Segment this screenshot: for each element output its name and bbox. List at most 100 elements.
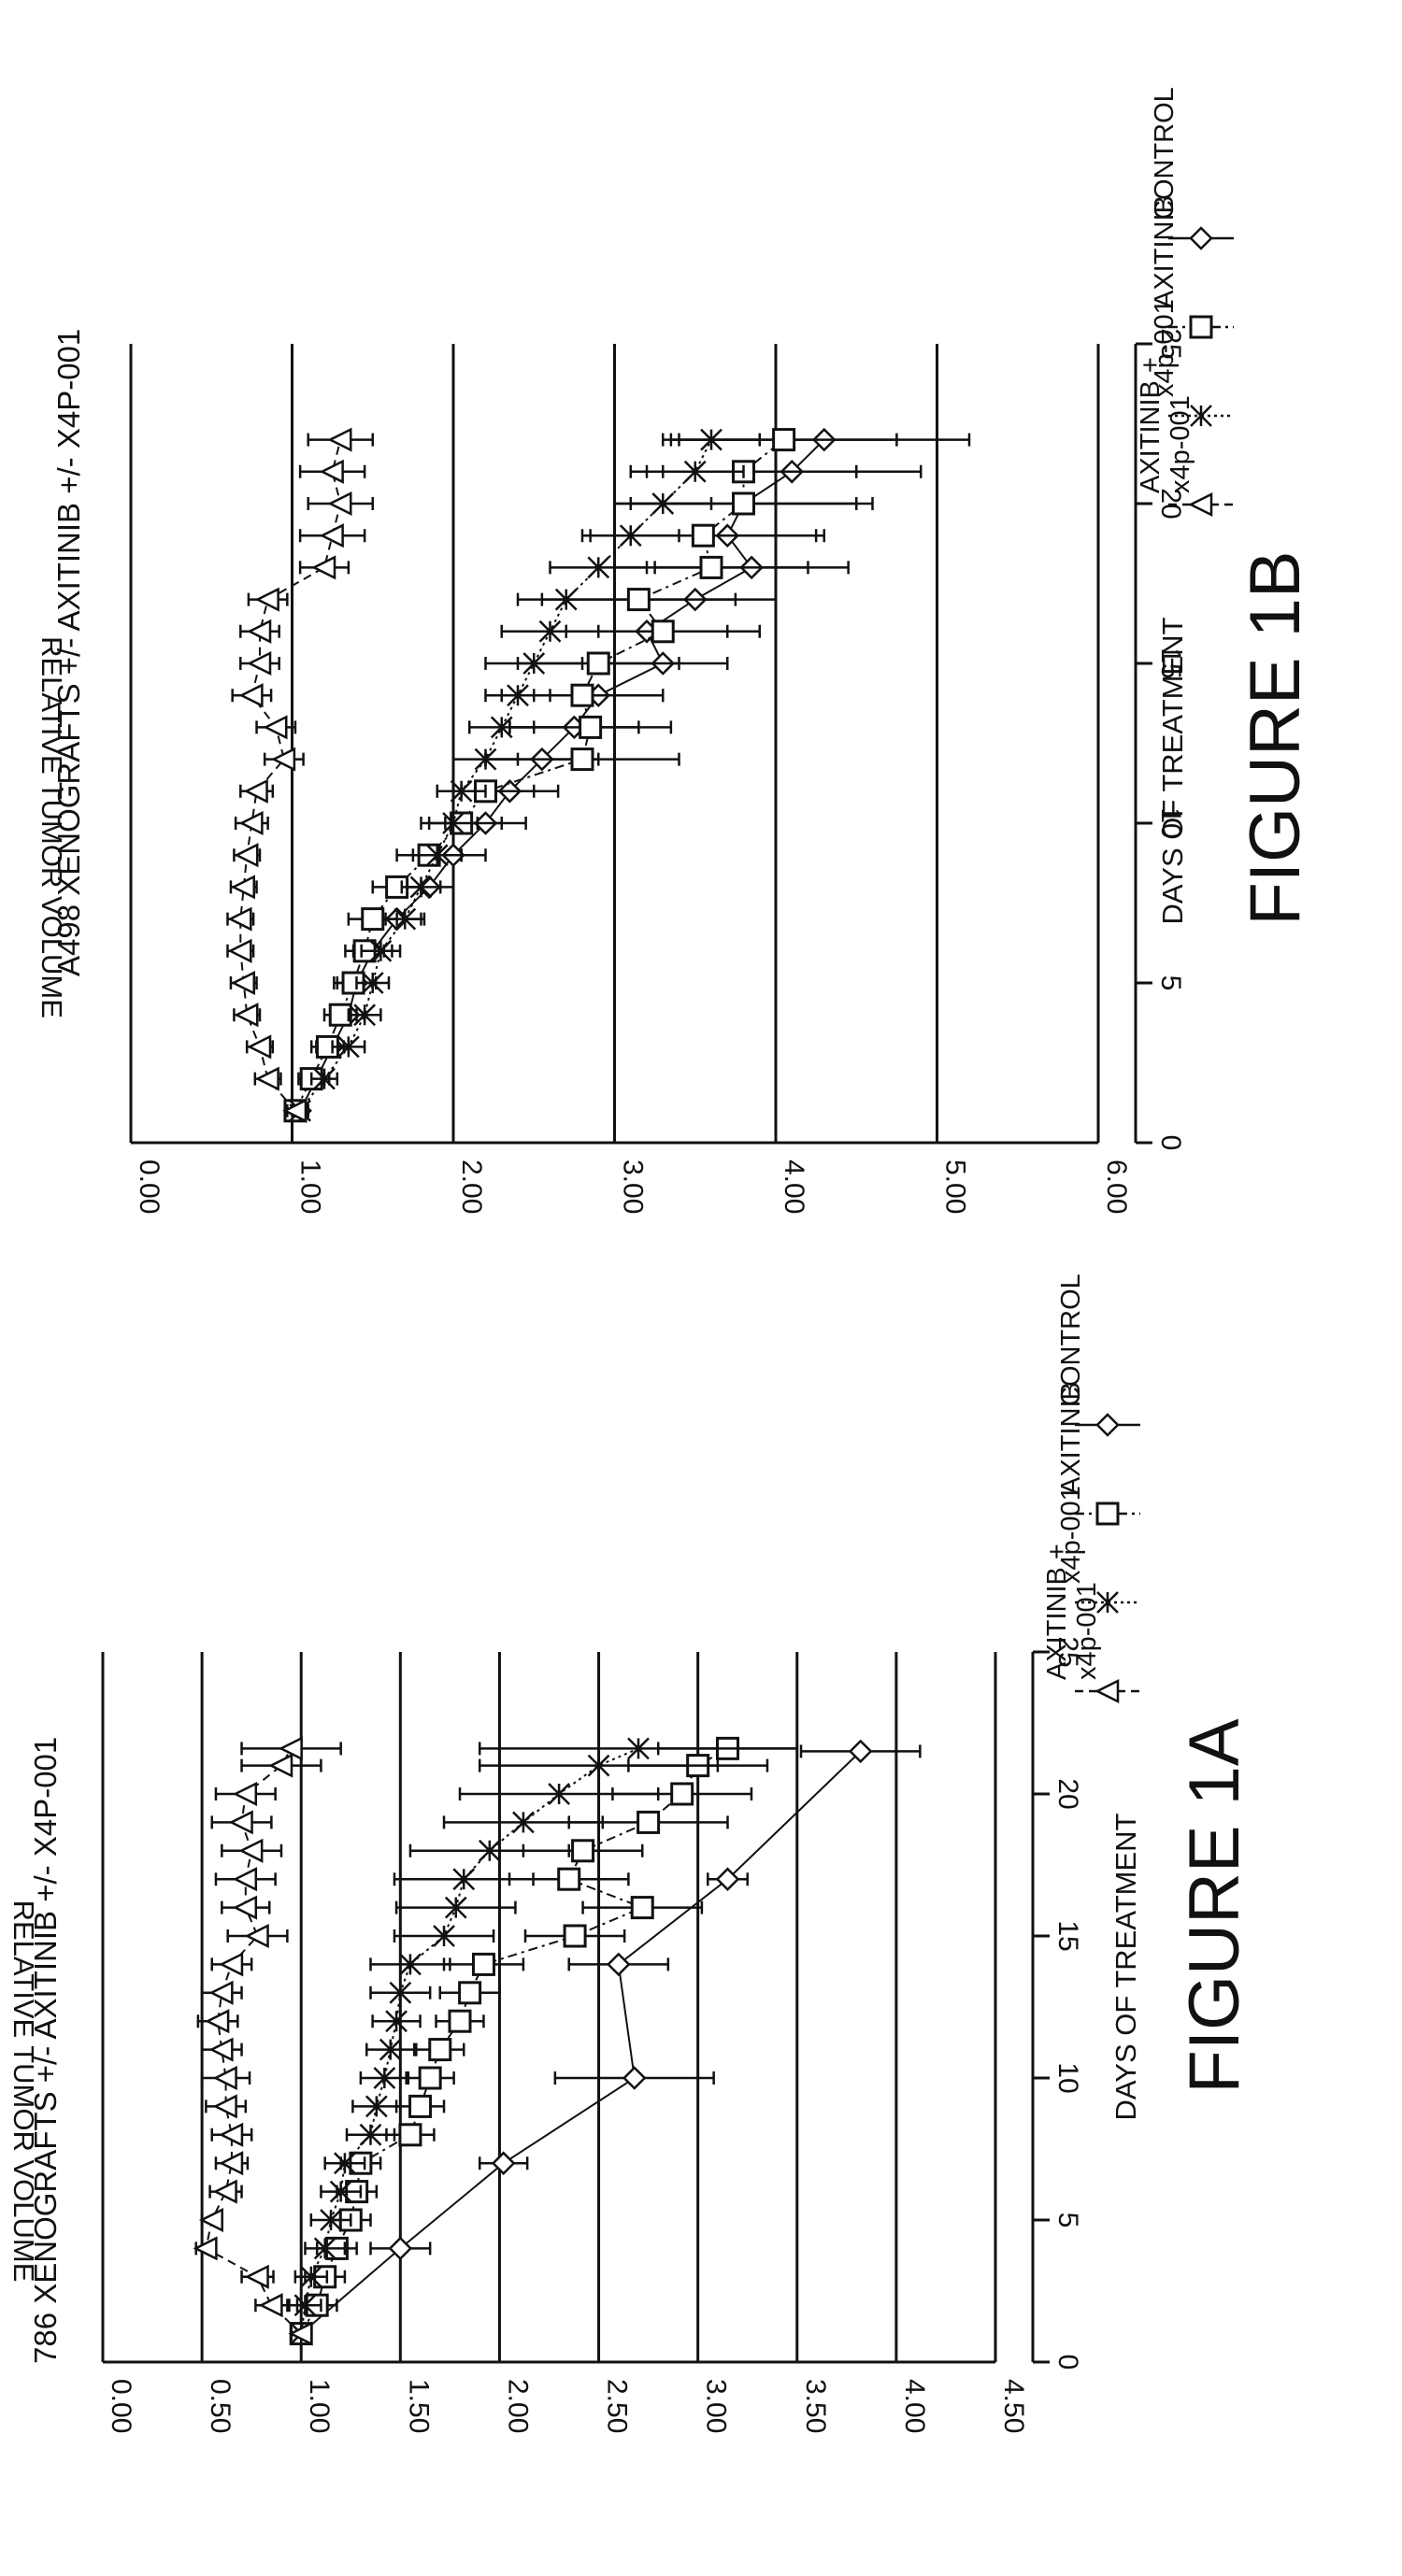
y-tick-label: 1.00 [295, 1160, 326, 1214]
legend-marker [1097, 1503, 1118, 1524]
x-axis-title: DAYS OF TREATMENT [1156, 617, 1189, 924]
y-tick-label: 0.00 [106, 2379, 136, 2433]
x-tick-label: 0 [1052, 2355, 1083, 2370]
data-point [330, 493, 350, 514]
data-point [236, 1784, 256, 1804]
legend-label: AXITINIB + [1136, 357, 1166, 493]
x-tick-label: 5 [1052, 2213, 1083, 2228]
data-point [624, 2068, 645, 2088]
data-point [207, 2011, 228, 2031]
series-diamond [291, 1741, 920, 2343]
chart-title: 786 XENOGRAFTS +/- AXITINIB +/- X4P-001 [28, 1737, 63, 2364]
series-line [301, 1748, 727, 2333]
series-square [285, 430, 896, 1121]
legend-marker [1097, 1415, 1118, 1435]
data-point [211, 1983, 232, 2003]
data-point [450, 2011, 470, 2031]
data-point [265, 717, 286, 737]
data-point [494, 2153, 514, 2173]
data-point [693, 525, 713, 546]
data-point [580, 717, 601, 737]
data-point [216, 2182, 236, 2202]
data-point [460, 1983, 480, 2003]
x-tick-label: 0 [1155, 1135, 1186, 1151]
x-tick-label: 20 [1052, 1778, 1083, 1809]
data-point [572, 685, 593, 705]
data-point [258, 590, 279, 610]
data-point [271, 1756, 292, 1776]
data-point [236, 1869, 256, 1889]
data-point [410, 2096, 431, 2116]
data-point [250, 1036, 270, 1057]
data-point [222, 1954, 242, 1974]
data-point [652, 621, 673, 642]
y-tick-label: 3.50 [800, 2379, 831, 2433]
y-tick-label: 1.00 [304, 2379, 335, 2433]
data-point [632, 1898, 652, 1918]
y-tick-label: 4.00 [899, 2379, 930, 2433]
data-point [628, 590, 649, 610]
data-point [330, 430, 350, 450]
y-tick-label: 6.00 [1101, 1160, 1132, 1214]
data-point [559, 1869, 579, 1889]
series-line [300, 440, 711, 1111]
legend-label: AXITINIB [1056, 1382, 1086, 1495]
y-tick-label: 4.50 [998, 2379, 1029, 2433]
series-line [301, 1751, 861, 2333]
y-tick-label: 2.00 [456, 1160, 487, 1214]
series-square [291, 1738, 797, 2343]
y-tick-label: 3.00 [701, 2379, 732, 2433]
data-point [250, 653, 270, 674]
series-line [300, 440, 824, 1111]
y-tick-label: 0.00 [134, 1160, 165, 1214]
data-point [638, 1812, 659, 1832]
legend-label: x4p-001 [1166, 395, 1195, 493]
y-tick-label: 2.00 [502, 2379, 533, 2433]
legend-marker [1191, 494, 1211, 515]
legend-entry: AXITINIB +x4p-001 [1042, 1544, 1140, 1701]
data-point [314, 557, 335, 577]
y-tick-label: 2.50 [602, 2379, 633, 2433]
figure-label: FIGURE 1A [1175, 1718, 1254, 2093]
data-point [420, 2068, 440, 2088]
data-point [211, 2040, 232, 2060]
data-point [473, 1954, 494, 1974]
data-point [701, 557, 722, 577]
data-point [734, 493, 754, 514]
data-point [248, 2267, 268, 2287]
data-point [672, 1784, 693, 1804]
legend-marker [1097, 1681, 1118, 1701]
series-line [206, 1748, 301, 2333]
data-point [430, 2040, 451, 2060]
data-point [565, 1926, 585, 1946]
data-point [230, 941, 250, 961]
data-point [236, 845, 257, 865]
figure-1b: 0.001.002.003.004.005.006.000510152025RE… [36, 87, 1315, 1214]
figure-1a: 0.00 0.50 1.00 1.50 2.00 2.50 3.00 3.50 4.00 4.50… [7, 1274, 1254, 2433]
x-tick-label: 10 [1052, 2062, 1083, 2093]
data-point [774, 430, 794, 450]
legend-entry: AXITINIB +x4p-001 [1136, 357, 1234, 515]
data-point [241, 1841, 262, 1861]
data-point [363, 909, 383, 930]
x-tick-label: 15 [1052, 1920, 1083, 1951]
y-tick-label: 3.00 [618, 1160, 649, 1214]
chart-title: A498 XENOGRAFTS +/- AXITINIB +/- X4P-001 [51, 329, 86, 976]
data-point [400, 2125, 421, 2145]
y-tick-label: 0.50 [205, 2379, 236, 2433]
data-point [241, 813, 262, 833]
data-point [261, 2295, 281, 2315]
x-tick-label: 5 [1155, 975, 1186, 991]
data-point [608, 1954, 629, 1974]
y-tick-label: 1.50 [403, 2379, 434, 2433]
series-x [289, 1738, 796, 2343]
data-point [232, 1812, 252, 1832]
data-point [195, 2238, 216, 2258]
legend-label: AXITINIB + [1042, 1544, 1072, 1680]
data-point [258, 1069, 279, 1089]
data-point [572, 749, 593, 770]
series-line [301, 1748, 638, 2333]
data-point [573, 1841, 594, 1861]
x-axis-title: DAYS OF TREATMENT [1109, 1813, 1142, 2120]
